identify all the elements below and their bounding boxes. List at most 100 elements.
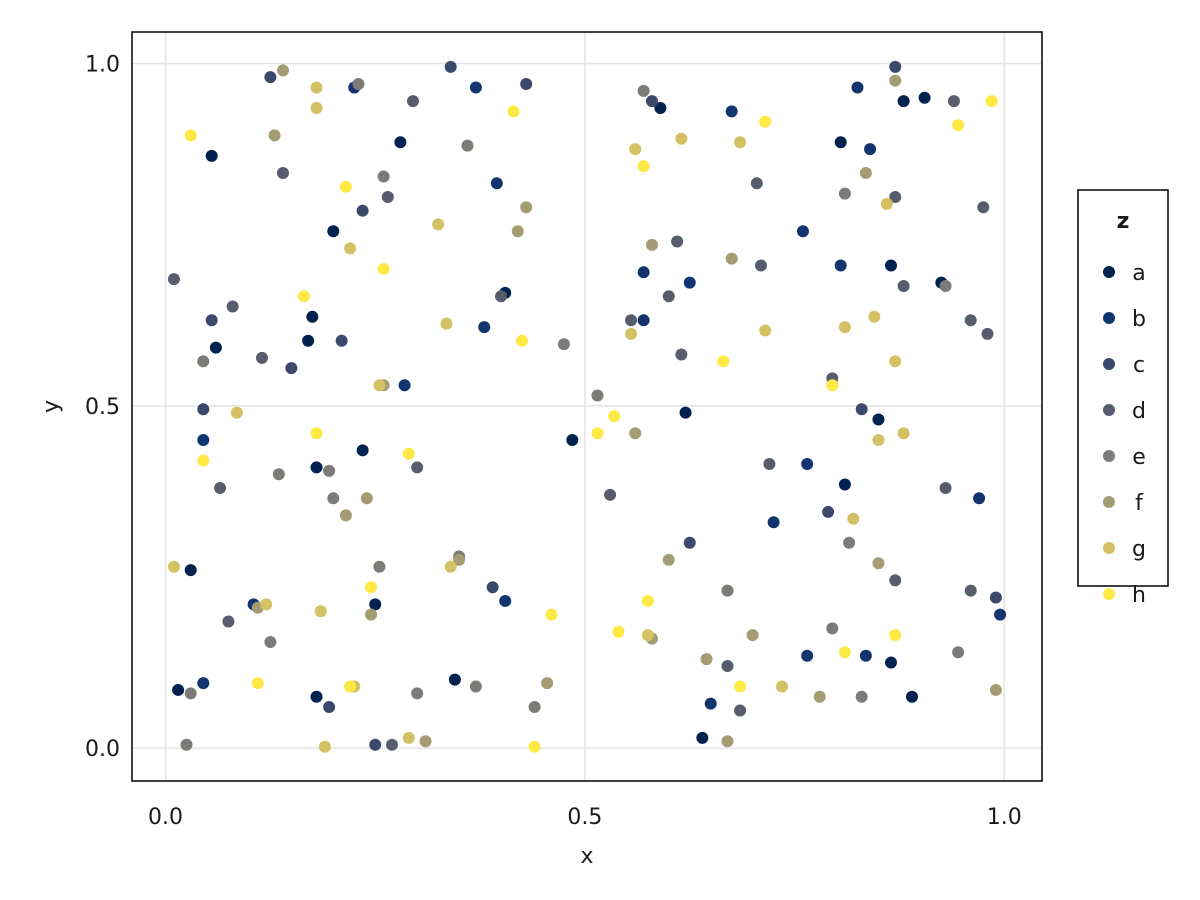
data-point-h: [377, 262, 390, 275]
data-point-h: [528, 740, 541, 753]
data-point-g: [838, 321, 851, 334]
data-point-b: [834, 259, 847, 272]
data-point-a: [310, 461, 323, 474]
data-point-f: [520, 201, 533, 214]
data-point-h: [952, 119, 965, 132]
data-point-h: [612, 625, 625, 638]
data-point-e: [557, 338, 570, 351]
data-point-f: [859, 167, 872, 180]
data-point-b: [637, 314, 650, 327]
data-point-h: [591, 427, 604, 440]
data-point-f: [889, 74, 902, 87]
data-point-b: [796, 225, 809, 238]
data-point-d: [381, 190, 394, 203]
data-point-b: [197, 677, 210, 690]
data-point-b: [637, 266, 650, 279]
data-point-a: [394, 136, 407, 149]
data-point-f: [872, 557, 885, 570]
data-point-a: [834, 136, 847, 149]
legend-marker-e: [1103, 450, 1115, 462]
data-point-e: [197, 355, 210, 368]
data-point-d: [964, 314, 977, 327]
data-point-e: [952, 646, 965, 659]
data-point-b: [398, 379, 411, 392]
data-point-e: [838, 187, 851, 200]
data-point-c: [683, 536, 696, 549]
data-point-h: [184, 129, 197, 142]
data-point-d: [721, 659, 734, 672]
data-point-d: [981, 327, 994, 340]
data-point-e: [591, 389, 604, 402]
data-point-g: [868, 310, 881, 323]
data-point-d: [625, 314, 638, 327]
data-points: [167, 60, 1007, 753]
data-point-f: [725, 252, 738, 265]
x-tick-label: 1.0: [987, 805, 1022, 830]
data-point-c: [444, 60, 457, 73]
data-point-f: [989, 683, 1002, 696]
legend-marker-d: [1103, 404, 1115, 416]
data-point-e: [184, 687, 197, 700]
data-point-f: [700, 653, 713, 666]
data-point-h: [310, 427, 323, 440]
data-point-g: [432, 218, 445, 231]
data-point-e: [352, 78, 365, 91]
data-point-b: [801, 649, 814, 662]
data-point-g: [444, 560, 457, 573]
legend-marker-f: [1103, 496, 1115, 508]
data-point-g: [629, 143, 642, 156]
x-tick-label: 0.0: [148, 805, 183, 830]
legend-marker-b: [1103, 312, 1115, 324]
data-point-h: [402, 447, 415, 460]
data-point-b: [994, 608, 1007, 621]
legend-marker-h: [1103, 588, 1115, 600]
y-tick-label: 0.0: [85, 737, 120, 762]
data-point-b: [478, 321, 491, 334]
data-point-d: [750, 177, 763, 190]
data-point-d: [889, 190, 902, 203]
data-point-e: [411, 687, 424, 700]
data-point-h: [826, 379, 839, 392]
data-point-d: [763, 458, 776, 471]
data-point-c: [989, 591, 1002, 604]
data-point-a: [184, 564, 197, 577]
data-point-e: [637, 84, 650, 97]
legend-marker-c: [1103, 358, 1115, 370]
data-point-f: [662, 553, 675, 566]
data-point-f: [629, 427, 642, 440]
data-point-c: [822, 505, 835, 518]
data-point-c: [646, 95, 658, 108]
data-point-b: [973, 492, 986, 505]
legend-label-h: h: [1132, 583, 1146, 608]
data-point-b: [864, 143, 877, 156]
data-point-d: [939, 481, 952, 494]
y-tick-label: 0.5: [85, 395, 120, 420]
data-point-g: [872, 434, 885, 447]
data-point-a: [906, 690, 918, 703]
data-point-b: [197, 434, 210, 447]
data-point-g: [847, 512, 860, 525]
data-point-e: [855, 690, 868, 703]
data-point-g: [897, 427, 910, 440]
data-point-h: [545, 608, 558, 621]
legend-title: z: [1117, 209, 1130, 234]
data-point-f: [646, 238, 658, 251]
data-point-f: [813, 690, 826, 703]
data-point-b: [801, 458, 814, 471]
legend-marker-a: [1103, 266, 1115, 278]
data-point-d: [734, 704, 747, 717]
data-point-c: [889, 60, 902, 73]
data-point-h: [507, 105, 520, 118]
data-point-f: [721, 735, 734, 748]
data-point-h: [759, 115, 772, 128]
grid-lines: [132, 32, 1042, 781]
data-point-g: [880, 197, 893, 210]
data-point-f: [453, 553, 466, 566]
data-point-f: [511, 225, 524, 238]
data-point-a: [679, 406, 692, 419]
data-point-f: [541, 677, 554, 690]
data-point-e: [373, 560, 386, 573]
data-point-g: [230, 406, 243, 419]
data-point-g: [641, 629, 654, 642]
